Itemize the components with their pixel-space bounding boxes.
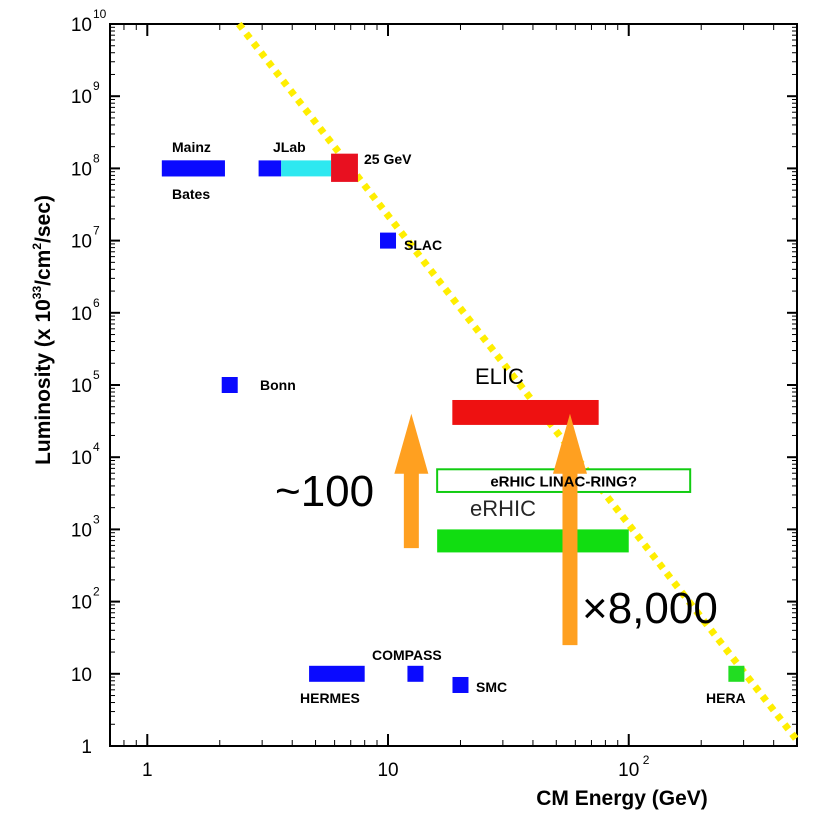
y-tick-exp: 10 <box>93 7 107 21</box>
y-tick-exp: 2 <box>93 585 100 599</box>
y-tick-label: 108 <box>71 151 100 180</box>
erhic-label: eRHIC <box>470 496 536 521</box>
y-tick-exp: 9 <box>93 79 100 93</box>
mainz-label: Mainz <box>172 139 211 155</box>
bonn-label: Bonn <box>260 377 296 393</box>
x-tick-label: 10 2 <box>618 753 650 781</box>
y-tick-base: 10 <box>71 304 92 325</box>
bonn-marker <box>221 377 238 393</box>
y-tick-base: 10 <box>71 665 92 686</box>
x-tick-base: 10 <box>618 760 639 781</box>
y-tick-base: 10 <box>71 159 92 180</box>
x-tick-label: 1 <box>142 760 153 781</box>
y-tick-label: 105 <box>71 368 100 397</box>
y-axis-label: Luminosity (x 1033/cm2/sec) <box>30 195 55 465</box>
y-tick-exp: 5 <box>93 368 100 382</box>
25-gev-marker <box>331 153 358 182</box>
x-tick-base: 10 <box>377 760 398 781</box>
y-tick-label: 109 <box>71 79 100 108</box>
y-tick-base: 10 <box>71 593 92 614</box>
y-tick-label: 106 <box>71 296 100 325</box>
trend-line <box>236 21 800 743</box>
y-tick-label: 103 <box>71 512 100 541</box>
y-tick-exp: 4 <box>93 440 100 454</box>
bates-marker <box>161 160 225 177</box>
hera-label: HERA <box>706 690 746 706</box>
25gev-label: 25 GeV <box>364 151 412 167</box>
hera-marker <box>728 665 745 682</box>
x-axis-label: CM Energy (GeV) <box>536 787 708 810</box>
factor-8000-label: ×8,000 <box>582 584 718 633</box>
hermes-label: HERMES <box>300 690 360 706</box>
y-tick-base: 10 <box>71 15 92 36</box>
y-tick-base: 10 <box>71 520 92 541</box>
compass-label: COMPASS <box>372 647 442 663</box>
factor-100-label: ~100 <box>275 467 374 516</box>
erhic-band <box>437 529 629 553</box>
smc-label: SMC <box>476 679 507 695</box>
x-tick-base: 1 <box>142 760 153 781</box>
y-tick-label: 1 <box>81 737 92 758</box>
y-tick-base: 10 <box>71 376 92 397</box>
jlab-extension-marker <box>281 160 332 177</box>
jlab-marker <box>258 160 282 177</box>
x-tick-exp: 2 <box>643 753 650 767</box>
smc-marker <box>452 676 469 693</box>
elic-label: ELIC <box>475 364 524 389</box>
x-tick-label: 10 <box>377 760 398 781</box>
jlab-label: JLab <box>273 139 306 155</box>
y-tick-exp: 7 <box>93 224 100 238</box>
arrow-8000 <box>552 413 587 646</box>
slac-marker <box>380 232 397 249</box>
slac-label: SLAC <box>404 237 442 253</box>
compass-marker <box>407 665 424 682</box>
y-tick-label: 10 <box>71 665 92 686</box>
y-tick-base: 10 <box>71 232 92 253</box>
hermes-marker <box>309 665 365 682</box>
y-tick-label: 104 <box>71 440 100 469</box>
plot-frame <box>109 23 798 747</box>
y-tick-exp: 8 <box>93 151 100 165</box>
y-tick-base: 10 <box>71 448 92 469</box>
bates-label: Bates <box>172 186 210 202</box>
arrow-100 <box>394 413 429 549</box>
linac-ring-label: eRHIC LINAC-RING? <box>490 474 637 491</box>
elic-band <box>452 399 599 425</box>
y-tick-exp: 6 <box>93 296 100 310</box>
y-tick-exp: 3 <box>93 512 100 526</box>
y-tick-base: 1 <box>81 737 92 758</box>
y-tick-label: 102 <box>71 585 100 614</box>
y-tick-label: 107 <box>71 224 100 253</box>
y-tick-base: 10 <box>71 87 92 108</box>
